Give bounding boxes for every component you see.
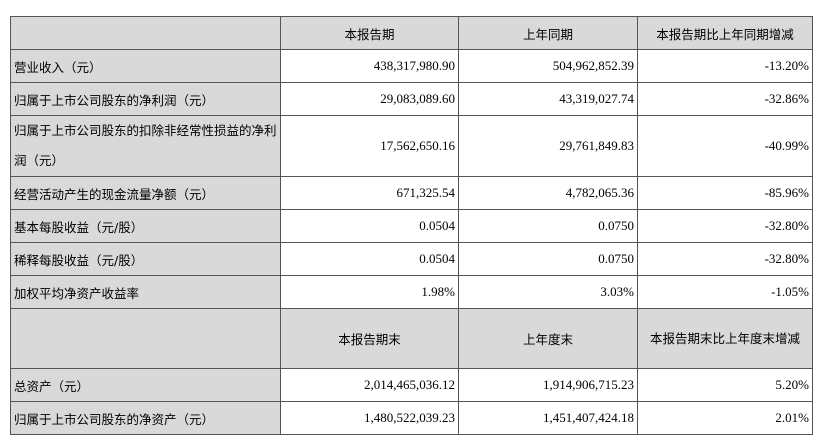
row-value: -32.80%	[637, 209, 813, 243]
column-header: 上年度末	[458, 308, 638, 369]
row-value: 3.03%	[458, 275, 638, 309]
row-label: 归属于上市公司股东的净利润（元）	[10, 82, 281, 116]
table-row: 归属于上市公司股东的净资产（元） 1,480,522,039.23 1,451,40…	[10, 401, 813, 435]
row-value: 0.0750	[458, 242, 638, 276]
row-value: 4,782,065.36	[458, 176, 638, 210]
row-value: 438,317,980.90	[280, 49, 459, 83]
row-value: 0.0504	[280, 242, 459, 276]
row-label: 加权平均净资产收益率	[10, 275, 281, 309]
row-value: 17,562,650.16	[280, 115, 459, 177]
row-label: 经营活动产生的现金流量净额（元）	[10, 176, 281, 210]
table-row: 归属于上市公司股东的净利润（元） 29,083,089.60 43,319,027.…	[10, 82, 813, 116]
row-value: -40.99%	[637, 115, 813, 177]
row-value: 1,480,522,039.23	[280, 401, 459, 435]
row-value: 671,325.54	[280, 176, 459, 210]
row-value: 1,914,906,715.23	[458, 368, 638, 402]
row-value: -1.05%	[637, 275, 813, 309]
row-value: 1,451,407,424.18	[458, 401, 638, 435]
table-row: 营业收入（元） 438,317,980.90 504,962,852.39 -13.2…	[10, 49, 813, 83]
table-row: 总资产（元） 2,014,465,036.12 1,914,906,715.23 5.…	[10, 368, 813, 402]
table-row: 归属于上市公司股东的扣除非经常性损益的净利润（元） 17,562,650.16 29…	[10, 115, 813, 177]
row-label: 归属于上市公司股东的扣除非经常性损益的净利润（元）	[10, 115, 281, 177]
row-value: 0.0504	[280, 209, 459, 243]
table-row: 基本每股收益（元/股） 0.0504 0.0750 -32.80%	[10, 209, 813, 243]
column-header: 上年同期	[458, 16, 638, 50]
column-header: 本报告期比上年同期增减	[637, 16, 813, 50]
row-value: 2,014,465,036.12	[280, 368, 459, 402]
row-label: 总资产（元）	[10, 368, 281, 402]
row-value: -13.20%	[637, 49, 813, 83]
row-label: 稀释每股收益（元/股）	[10, 242, 281, 276]
table-row: 稀释每股收益（元/股） 0.0504 0.0750 -32.80%	[10, 242, 813, 276]
row-value: -32.80%	[637, 242, 813, 276]
row-value: 29,083,089.60	[280, 82, 459, 116]
row-value: 5.20%	[637, 368, 813, 402]
table-row: 经营活动产生的现金流量净额（元） 671,325.54 4,782,065.36 -8…	[10, 176, 813, 210]
row-value: 504,962,852.39	[458, 49, 638, 83]
row-value: -85.96%	[637, 176, 813, 210]
column-header: 本报告期	[280, 16, 459, 50]
column-header: 本报告期末	[280, 308, 459, 369]
column-header	[10, 16, 281, 50]
row-value: 1.98%	[280, 275, 459, 309]
header-row: 本报告期 上年同期 本报告期比上年同期增减	[10, 16, 813, 50]
row-label: 归属于上市公司股东的净资产（元）	[10, 401, 281, 435]
table-row: 加权平均净资产收益率 1.98% 3.03% -1.05%	[10, 275, 813, 309]
financial-summary-table: 本报告期 上年同期 本报告期比上年同期增减 营业收入（元） 438,317,980.90…	[10, 16, 813, 435]
row-value: 0.0750	[458, 209, 638, 243]
column-header: 本报告期末比上年度末增减	[637, 308, 813, 369]
row-value: 29,761,849.83	[458, 115, 638, 177]
row-value: 43,319,027.74	[458, 82, 638, 116]
header-row: 本报告期末 上年度末 本报告期末比上年度末增减	[10, 308, 813, 369]
row-value: 2.01%	[637, 401, 813, 435]
row-label: 营业收入（元）	[10, 49, 281, 83]
row-value: -32.86%	[637, 82, 813, 116]
row-label: 基本每股收益（元/股）	[10, 209, 281, 243]
column-header	[10, 308, 281, 369]
